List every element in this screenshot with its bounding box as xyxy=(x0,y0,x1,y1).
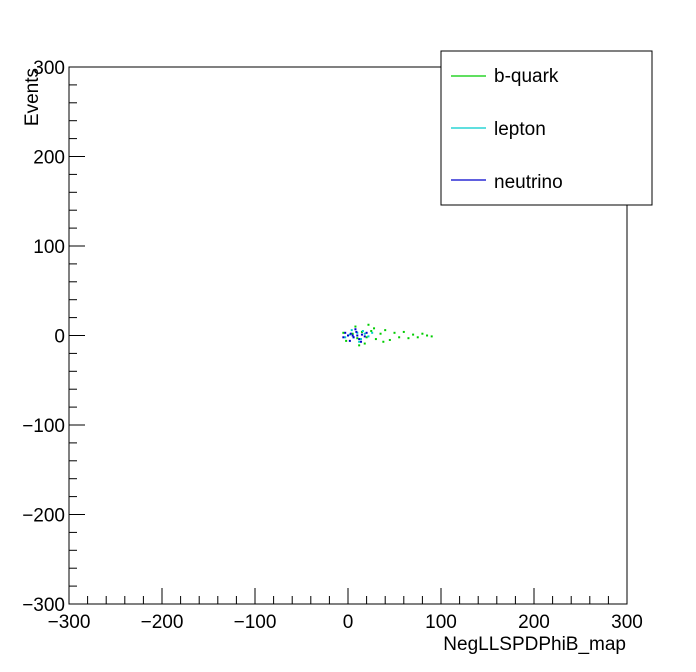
x-tick-label: 300 xyxy=(611,612,643,633)
point-b-quark xyxy=(384,329,387,332)
x-tick-label: 200 xyxy=(518,612,550,633)
legend: b-quark lepton neutrino xyxy=(440,50,653,206)
point-lepton xyxy=(367,335,370,338)
point-lepton xyxy=(360,338,363,341)
point-neutrino xyxy=(356,334,359,337)
point-neutrino xyxy=(351,334,354,337)
point-b-quark xyxy=(407,337,410,340)
point-neutrino xyxy=(347,334,349,337)
point-lepton xyxy=(350,329,353,332)
x-tick-label: −300 xyxy=(48,612,91,633)
point-neutrino xyxy=(342,336,345,339)
point-neutrino xyxy=(349,332,352,335)
x-axis-label: NegLLSPDPhiB_map xyxy=(443,634,626,655)
legend-label-neutrino: neutrino xyxy=(494,172,563,193)
point-neutrino xyxy=(360,333,363,336)
point-b-quark xyxy=(345,339,348,342)
point-neutrino xyxy=(354,328,357,331)
point-b-quark xyxy=(426,334,429,337)
data-points xyxy=(342,323,433,347)
point-b-quark xyxy=(412,333,415,336)
point-b-quark xyxy=(374,338,377,341)
x-tick-label: −100 xyxy=(234,612,277,633)
point-neutrino xyxy=(355,330,358,333)
y-tick-label: 300 xyxy=(33,58,65,79)
point-neutrino xyxy=(365,331,368,334)
point-b-quark xyxy=(367,323,370,326)
legend-label-lepton: lepton xyxy=(494,119,546,140)
point-b-quark xyxy=(370,330,373,333)
y-tick-label: −100 xyxy=(22,416,65,437)
point-lepton xyxy=(358,340,361,343)
point-lepton xyxy=(363,332,366,335)
y-axis-label: Events xyxy=(22,68,43,126)
point-neutrino xyxy=(348,339,351,342)
point-b-quark xyxy=(354,325,357,328)
point-b-quark xyxy=(351,332,354,335)
y-tick-label: −200 xyxy=(22,506,65,527)
x-tick-label: 100 xyxy=(425,612,457,633)
point-b-quark xyxy=(421,332,424,335)
point-lepton xyxy=(371,331,374,334)
point-neutrino xyxy=(360,340,363,343)
point-neutrino xyxy=(358,338,361,341)
point-b-quark xyxy=(402,330,405,333)
point-b-quark xyxy=(342,331,345,334)
point-b-quark xyxy=(393,331,396,334)
point-b-quark xyxy=(416,336,419,339)
y-tick-label: 0 xyxy=(54,327,65,348)
point-b-quark xyxy=(398,336,401,339)
x-tick-labels: −300 −200 −100 0 100 200 300 xyxy=(48,612,643,633)
x-tick-label: −200 xyxy=(141,612,184,633)
y-tick-label: −300 xyxy=(22,595,65,616)
y-tick-label: 200 xyxy=(33,148,65,169)
y-tick-label: 100 xyxy=(33,237,65,258)
point-neutrino xyxy=(363,335,366,338)
x-tick-label: 0 xyxy=(343,612,354,633)
point-b-quark xyxy=(430,335,433,338)
point-b-quark xyxy=(365,336,368,339)
axis-ticks xyxy=(68,66,628,605)
point-lepton xyxy=(344,336,347,339)
point-b-quark xyxy=(373,327,376,330)
point-lepton xyxy=(361,330,364,333)
point-b-quark xyxy=(363,342,366,345)
point-b-quark xyxy=(382,340,385,343)
point-b-quark xyxy=(388,338,391,341)
point-b-quark xyxy=(356,337,359,340)
point-neutrino xyxy=(344,331,347,334)
y-tick-labels: −300 −200 −100 0 100 200 300 xyxy=(22,58,65,616)
point-b-quark xyxy=(358,344,361,347)
legend-label-b-quark: b-quark xyxy=(494,66,559,87)
point-b-quark xyxy=(379,332,382,335)
point-neutrino xyxy=(352,336,355,339)
